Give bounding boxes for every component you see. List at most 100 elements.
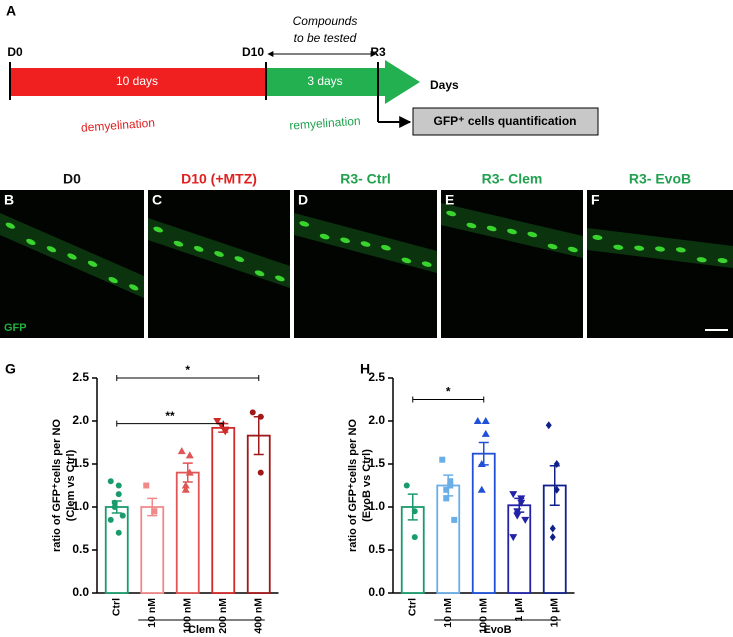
data-point <box>143 482 150 489</box>
data-point <box>111 504 118 510</box>
significance-bracket <box>116 420 224 427</box>
data-point <box>107 516 114 523</box>
data-point <box>115 491 122 498</box>
phase-bar <box>10 68 266 96</box>
phase-duration: 3 days <box>307 74 342 88</box>
cell <box>26 238 36 245</box>
data-point <box>477 485 486 493</box>
data-point <box>119 512 126 519</box>
panel-letter: G <box>5 361 16 377</box>
significance-label: ** <box>165 409 175 423</box>
y-tick-label: 1.5 <box>368 456 385 470</box>
panel-letter: A <box>6 3 16 19</box>
y-axis-label: (Clem vs Ctrl) <box>65 449 77 521</box>
data-point <box>513 508 522 516</box>
y-tick-label: 0.5 <box>72 542 89 556</box>
x-tick-label: 100 nM <box>478 598 490 634</box>
cell <box>675 247 686 253</box>
cell <box>486 225 497 232</box>
data-point <box>439 456 446 463</box>
x-tick-label: 200 nM <box>217 598 229 634</box>
data-point <box>517 499 526 507</box>
phase-arrow <box>266 60 420 104</box>
y-tick-label: 0.0 <box>368 585 385 599</box>
data-point <box>107 478 114 485</box>
data-point <box>549 524 556 533</box>
axis-label: Days <box>430 78 459 92</box>
panel-letter: H <box>360 361 370 377</box>
cell <box>234 256 245 263</box>
timepoint: D0 <box>7 45 23 59</box>
data-point <box>549 533 556 542</box>
cell <box>214 251 224 257</box>
data-point <box>545 421 552 430</box>
y-tick-label: 2.0 <box>368 413 385 427</box>
panel-letter: E <box>445 192 454 208</box>
y-tick-label: 0.0 <box>72 585 89 599</box>
cell <box>254 270 265 277</box>
y-axis-label: (EvoB vs Ctrl) <box>361 449 373 522</box>
cell <box>46 246 57 253</box>
cell <box>507 228 517 235</box>
box-label: GFP⁺ cells quantification <box>433 114 576 128</box>
data-point <box>517 495 526 503</box>
data-point <box>553 485 560 494</box>
x-tick-label: Ctrl <box>407 598 419 616</box>
data-point <box>185 451 194 459</box>
data-point <box>249 409 256 416</box>
bar <box>471 452 496 594</box>
cell <box>360 241 371 247</box>
y-tick-label: 2.5 <box>72 370 89 384</box>
group-label: EvoB <box>483 624 511 636</box>
data-point <box>185 468 194 476</box>
data-point <box>181 485 190 493</box>
cell <box>466 222 477 229</box>
data-point <box>473 417 482 424</box>
x-tick-label: 10 µM <box>549 598 561 628</box>
x-tick-label: Ctrl <box>111 598 123 616</box>
significance-bracket <box>116 375 260 381</box>
phase-label: remyelination <box>289 114 361 133</box>
y-tick-label: 1.0 <box>368 499 385 513</box>
data-point <box>447 482 454 489</box>
phase-label: demyelination <box>81 116 156 135</box>
cell <box>108 277 118 284</box>
cell <box>527 231 538 238</box>
data-point <box>481 429 490 437</box>
image-title: D10 (+MTZ) <box>181 171 257 187</box>
significance-label: * <box>185 363 190 377</box>
x-tick-label: 10 nM <box>146 598 158 628</box>
data-point <box>213 418 222 425</box>
y-tick-label: 1.0 <box>72 499 89 513</box>
data-point <box>513 512 522 520</box>
data-point <box>111 499 118 506</box>
data-point <box>443 495 450 502</box>
stain-label: GFP <box>4 322 27 334</box>
cell <box>319 233 330 240</box>
cell <box>717 258 728 264</box>
data-point <box>509 534 518 542</box>
image-title: D0 <box>63 171 81 187</box>
cell <box>299 221 310 227</box>
cell <box>446 210 457 217</box>
y-tick-label: 2.5 <box>368 370 385 384</box>
cell <box>5 222 15 229</box>
bar <box>211 426 236 594</box>
cell <box>381 244 391 251</box>
group-label: Clem <box>188 624 215 636</box>
image-title: R3- Ctrl <box>340 171 391 187</box>
bar <box>246 434 271 594</box>
data-point <box>257 413 264 420</box>
compounds-label: to be tested <box>294 31 357 45</box>
panel-letter: C <box>152 192 162 208</box>
compounds-label: Compounds <box>293 14 358 28</box>
cell <box>67 253 77 260</box>
data-point <box>443 486 450 493</box>
data-point <box>403 482 410 489</box>
data-point <box>221 428 230 436</box>
data-point <box>411 508 418 515</box>
cell <box>696 257 707 263</box>
data-point <box>181 481 190 489</box>
box <box>412 107 599 136</box>
